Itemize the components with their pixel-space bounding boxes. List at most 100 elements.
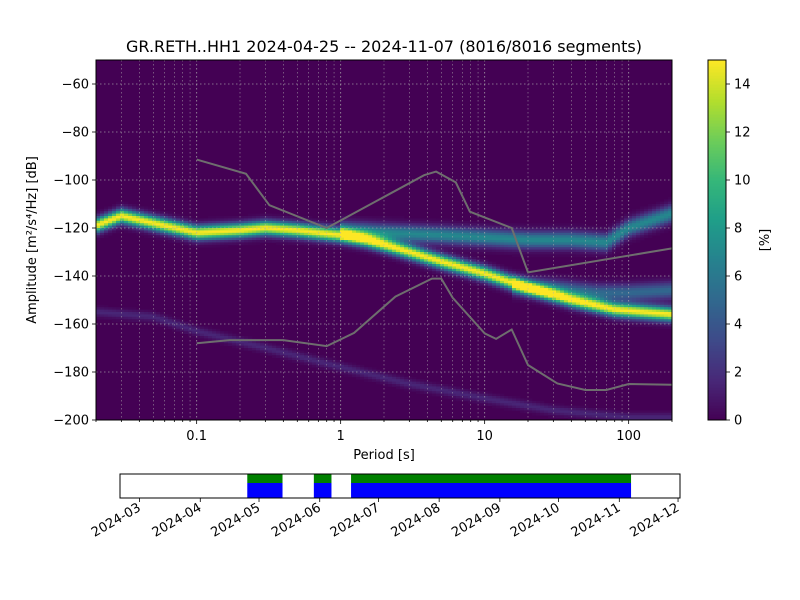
heatmap-cell: [664, 326, 669, 330]
heatmap-cell: [352, 228, 357, 231]
heatmap-cell: [468, 276, 473, 279]
heatmap-cell: [500, 285, 505, 289]
heatmap-cell: [176, 240, 181, 243]
heatmap-cell: [224, 220, 229, 224]
heatmap-cell: [140, 213, 145, 217]
heatmap-cell: [652, 290, 657, 294]
heatmap-cell: [244, 220, 249, 224]
heatmap-cell: [608, 225, 613, 229]
heatmap-cell: [112, 223, 117, 226]
heatmap-cell: [592, 309, 597, 313]
heatmap-cell: [112, 319, 117, 322]
heatmap-cell: [408, 237, 413, 241]
heatmap-cell: [480, 225, 485, 229]
heatmap-cell: [528, 297, 533, 301]
heatmap-cell: [284, 242, 289, 246]
heatmap-cell: [596, 230, 601, 234]
heatmap-cell: [384, 225, 389, 229]
heatmap-cell: [612, 249, 617, 253]
heatmap-cell: [544, 240, 549, 243]
heatmap-cell: [376, 369, 381, 373]
heatmap-cell: [500, 240, 505, 243]
heatmap-cell: [180, 216, 185, 219]
heatmap-cell: [644, 218, 649, 222]
colorbar-tick-label: 2: [734, 366, 742, 381]
heatmap-cell: [568, 254, 573, 258]
heatmap-cell: [128, 223, 133, 226]
heatmap-cell: [616, 283, 621, 286]
heatmap-cell: [640, 278, 645, 282]
heatmap-cell: [476, 268, 481, 272]
heatmap-cell: [152, 232, 157, 236]
heatmap-cell: [404, 376, 409, 380]
heatmap-cell: [384, 220, 389, 224]
heatmap-cell: [132, 312, 137, 315]
heatmap-cell: [596, 410, 601, 414]
heatmap-cell: [516, 235, 521, 238]
heatmap-cell: [632, 319, 637, 322]
heatmap-cell: [572, 412, 577, 416]
heatmap-cell: [568, 288, 573, 291]
heatmap-cell: [612, 237, 617, 241]
heatmap-cell: [436, 228, 441, 231]
colorbar-gradient-step: [708, 231, 726, 235]
heatmap-cell: [396, 240, 401, 243]
heatmap-cell: [104, 208, 109, 212]
heatmap-cell: [396, 261, 401, 265]
heatmap-cell: [568, 309, 573, 313]
heatmap-cell: [168, 228, 173, 231]
heatmap-cell: [604, 304, 609, 308]
heatmap-cell: [168, 218, 173, 222]
heatmap-cell: [156, 321, 161, 325]
heatmap-cell: [536, 300, 541, 303]
heatmap-cell: [208, 223, 213, 226]
heatmap-cell: [668, 295, 673, 298]
heatmap-cell: [512, 400, 517, 404]
heatmap-cell: [192, 237, 197, 241]
heatmap-cell: [656, 283, 661, 286]
heatmap-cell: [532, 297, 537, 301]
heatmap-cell: [212, 230, 217, 234]
heatmap-cell: [652, 309, 657, 313]
heatmap-cell: [164, 218, 169, 222]
heatmap-cell: [508, 249, 513, 253]
heatmap-cell: [528, 276, 533, 279]
heatmap-cell: [464, 256, 469, 260]
heatmap-cell: [96, 223, 101, 226]
heatmap-cell: [116, 228, 121, 231]
heatmap-cell: [268, 220, 273, 224]
heatmap-cell: [544, 230, 549, 234]
heatmap-cell: [624, 213, 629, 217]
heatmap-cell: [96, 218, 101, 222]
heatmap-cell: [496, 242, 501, 246]
heatmap-cell: [488, 252, 493, 255]
heatmap-cell: [104, 216, 109, 219]
heatmap-cell: [384, 218, 389, 222]
heatmap-cell: [304, 228, 309, 231]
heatmap-cell: [588, 412, 593, 416]
heatmap-cell: [148, 216, 153, 219]
colorbar-gradient-step: [708, 189, 726, 193]
heatmap-cell: [120, 312, 125, 315]
heatmap-cell: [224, 343, 229, 346]
heatmap-cell: [612, 316, 617, 320]
heatmap-cell: [380, 242, 385, 246]
heatmap-cell: [308, 244, 313, 248]
heatmap-cell: [108, 314, 113, 318]
heatmap-cell: [156, 228, 161, 231]
heatmap-cell: [380, 252, 385, 255]
heatmap-cell: [412, 388, 417, 392]
heatmap-cell: [560, 302, 565, 306]
colorbar-gradient-step: [708, 150, 726, 154]
heatmap-cell: [520, 297, 525, 301]
heatmap-cell: [572, 415, 577, 418]
heatmap-cell: [132, 314, 137, 318]
heatmap-cell: [196, 336, 201, 339]
heatmap-cell: [628, 309, 633, 313]
heatmap-cell: [472, 249, 477, 253]
heatmap-cell: [532, 410, 537, 414]
heatmap-cell: [368, 225, 373, 229]
heatmap-cell: [228, 225, 233, 229]
heatmap-cell: [660, 321, 665, 325]
heatmap-cell: [180, 319, 185, 322]
